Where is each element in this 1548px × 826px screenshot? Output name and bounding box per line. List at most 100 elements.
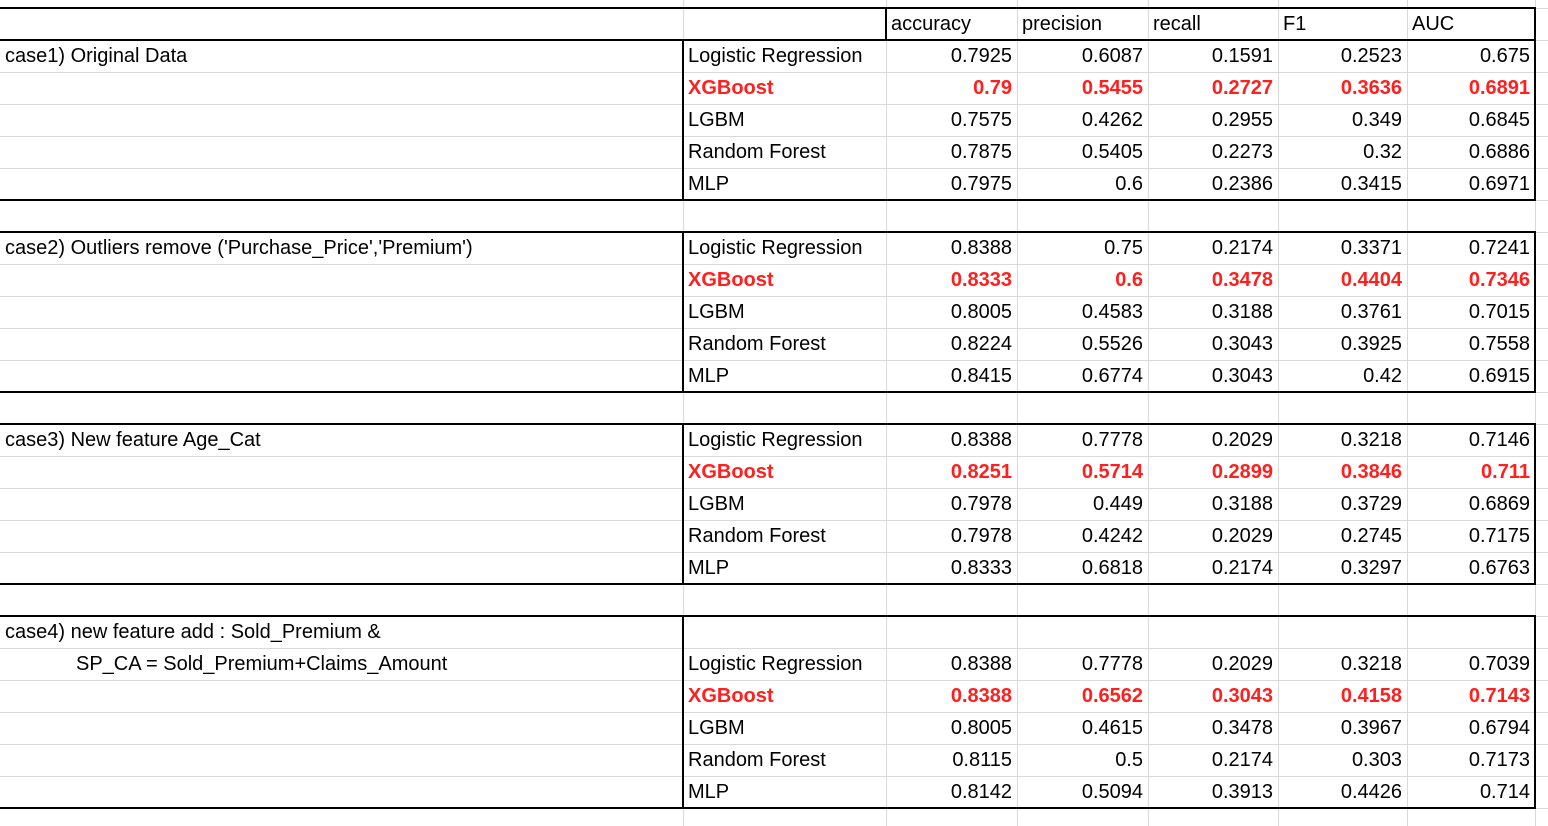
model-name: MLP: [688, 173, 730, 195]
metric-value: 0.8005: [950, 717, 1012, 739]
metric-value: 0.4426: [1340, 781, 1402, 803]
header-recall: recall: [1153, 13, 1201, 35]
metric-value: 0.6818: [1081, 557, 1143, 579]
border-line: [0, 391, 1536, 393]
metric-value: 0.7039: [1468, 653, 1530, 675]
grid-vline: [1278, 0, 1279, 826]
metric-value: 0.7975: [950, 173, 1012, 195]
model-name: XGBoost: [688, 269, 774, 291]
grid-hline: [0, 520, 1548, 521]
grid-hline: [0, 552, 1548, 553]
metric-value: 0.42: [1363, 365, 1402, 387]
metric-value: 0.8333: [950, 269, 1012, 291]
grid-hline: [0, 296, 1548, 297]
model-name: Logistic Regression: [688, 45, 863, 67]
metric-value: 0.8115: [952, 749, 1012, 771]
metric-value: 0.349: [1351, 109, 1402, 131]
metric-value: 0.8333: [950, 557, 1012, 579]
metric-value: 0.2029: [1211, 429, 1273, 451]
metric-value: 0.7978: [950, 493, 1012, 515]
metric-value: 0.4262: [1081, 109, 1143, 131]
metric-value: 0.7978: [950, 525, 1012, 547]
border-vline: [682, 424, 684, 584]
metric-value: 0.6: [1115, 173, 1143, 195]
model-name: Logistic Regression: [688, 429, 863, 451]
metric-value: 0.2727: [1211, 77, 1273, 99]
metric-value: 0.32: [1363, 141, 1402, 163]
case-label: SP_CA = Sold_Premium+Claims_Amount: [76, 653, 448, 675]
metric-value: 0.449: [1092, 493, 1143, 515]
border-line: [0, 7, 1536, 9]
metric-value: 0.8224: [950, 333, 1012, 355]
metric-value: 0.7575: [950, 109, 1012, 131]
metric-value: 0.2174: [1211, 237, 1273, 259]
metric-value: 0.3913: [1211, 781, 1273, 803]
metric-value: 0.5405: [1081, 141, 1143, 163]
border-line: [0, 615, 1536, 617]
model-name: Random Forest: [688, 749, 826, 771]
metric-value: 0.3043: [1211, 685, 1273, 707]
grid-vline: [1535, 0, 1536, 826]
grid-hline: [0, 648, 1548, 649]
metric-value: 0.6869: [1468, 493, 1530, 515]
metric-value: 0.3636: [1340, 77, 1402, 99]
metric-value: 0.4583: [1081, 301, 1143, 323]
grid-hline: [0, 264, 1548, 265]
metric-value: 0.8415: [950, 365, 1012, 387]
border-vline: [1534, 40, 1536, 200]
model-name: MLP: [688, 781, 730, 803]
metric-value: 0.3925: [1340, 333, 1402, 355]
metric-value: 0.8251: [950, 461, 1012, 483]
header-f1: F1: [1283, 13, 1307, 35]
grid-hline: [0, 72, 1548, 73]
border-vline: [885, 8, 887, 40]
model-name: Random Forest: [688, 525, 826, 547]
metric-value: 0.6794: [1468, 717, 1530, 739]
metric-value: 0.5455: [1081, 77, 1143, 99]
metric-value: 0.8388: [950, 237, 1012, 259]
metric-value: 0.4242: [1081, 525, 1143, 547]
grid-hline: [0, 744, 1548, 745]
grid-vline: [1017, 0, 1018, 826]
metric-value: 0.3218: [1340, 653, 1402, 675]
metric-value: 0.7241: [1468, 237, 1530, 259]
metric-value: 0.8388: [950, 653, 1012, 675]
border-vline: [682, 616, 684, 808]
model-name: MLP: [688, 365, 730, 387]
border-vline: [1534, 8, 1536, 40]
metric-value: 0.2955: [1211, 109, 1273, 131]
model-name: LGBM: [688, 493, 745, 515]
metric-value: 0.8388: [950, 685, 1012, 707]
header-precision: precision: [1022, 13, 1103, 35]
metric-value: 0.5526: [1081, 333, 1143, 355]
metric-value: 0.4158: [1340, 685, 1402, 707]
metric-value: 0.6: [1115, 269, 1143, 291]
border-vline: [1534, 232, 1536, 392]
metric-value: 0.6087: [1081, 45, 1143, 67]
metric-value: 0.7925: [950, 45, 1012, 67]
model-name: XGBoost: [688, 685, 774, 707]
metric-value: 0.3761: [1340, 301, 1402, 323]
metric-value: 0.3043: [1211, 365, 1273, 387]
border-vline: [682, 40, 684, 200]
metric-value: 0.3043: [1211, 333, 1273, 355]
metric-value: 0.6845: [1468, 109, 1530, 131]
border-line: [0, 807, 1536, 809]
metric-value: 0.2386: [1211, 173, 1273, 195]
border-vline: [1534, 616, 1536, 808]
metric-value: 0.711: [1481, 461, 1530, 483]
grid-hline: [0, 456, 1548, 457]
metric-value: 0.7875: [950, 141, 1012, 163]
metric-value: 0.2745: [1340, 525, 1402, 547]
model-name: Random Forest: [688, 141, 826, 163]
metric-value: 0.8142: [950, 781, 1012, 803]
header-accuracy: accuracy: [891, 13, 972, 35]
grid-vline: [1148, 0, 1149, 826]
grid-hline: [0, 776, 1548, 777]
metric-value: 0.3415: [1340, 173, 1402, 195]
grid-vline: [1407, 0, 1408, 826]
metric-value: 0.2523: [1340, 45, 1402, 67]
grid-hline: [0, 328, 1548, 329]
border-line: [0, 199, 1536, 201]
